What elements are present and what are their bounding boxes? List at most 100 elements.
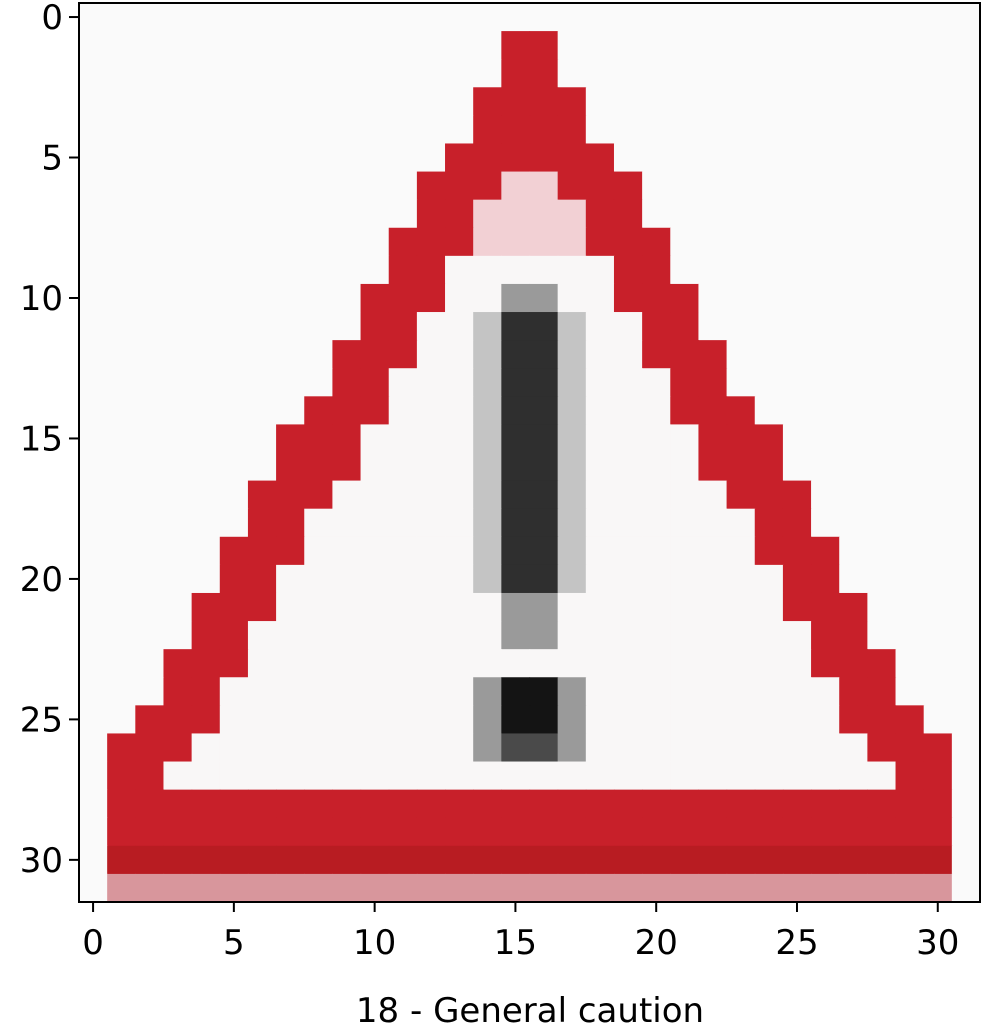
pixel — [388, 199, 418, 229]
pixel — [867, 873, 897, 903]
pixel — [445, 368, 474, 397]
pixel — [782, 368, 812, 397]
pixel — [754, 564, 784, 594]
pixel — [895, 873, 925, 903]
pixel — [642, 424, 671, 454]
pixel — [501, 677, 531, 706]
pixel — [445, 480, 474, 510]
pixel — [529, 817, 559, 847]
pixel — [163, 592, 193, 622]
pixel — [360, 564, 390, 594]
pixel — [135, 480, 165, 510]
plot-frame — [78, 2, 981, 903]
pixel — [923, 621, 953, 650]
pixel — [642, 340, 671, 369]
pixel — [557, 115, 587, 145]
pixel — [754, 677, 784, 706]
pixel — [304, 733, 334, 763]
pixel — [276, 31, 305, 60]
pixel — [191, 536, 221, 566]
pixel — [839, 761, 868, 791]
pixel — [219, 424, 249, 454]
pixel — [247, 59, 277, 88]
pixel — [642, 536, 671, 566]
pixel — [163, 508, 193, 538]
pixel — [304, 199, 334, 229]
pixel — [670, 283, 700, 313]
pixel — [360, 59, 390, 88]
pixel — [529, 255, 559, 285]
pixel — [332, 508, 362, 538]
pixel — [416, 171, 446, 201]
pixel — [360, 761, 390, 791]
pixel — [923, 340, 953, 369]
pixel — [135, 705, 165, 735]
pixel — [839, 283, 868, 313]
pixel — [529, 396, 559, 425]
pixel — [416, 536, 446, 566]
pixel — [923, 677, 953, 706]
pixel — [332, 873, 362, 903]
pixel — [388, 733, 418, 763]
pixel — [304, 368, 334, 397]
pixel — [416, 199, 446, 229]
pixel — [585, 143, 615, 173]
pixel — [473, 31, 502, 60]
pixel — [951, 621, 981, 650]
pixel — [613, 845, 643, 875]
pixel — [107, 480, 136, 510]
pixel — [501, 845, 531, 875]
pixel — [276, 649, 305, 678]
pixel — [79, 564, 108, 594]
pixel — [782, 817, 812, 847]
pixel — [613, 283, 643, 313]
pixel — [895, 536, 925, 566]
pixel — [163, 87, 193, 116]
pixel — [585, 171, 615, 201]
pixel — [867, 368, 897, 397]
pixel — [445, 227, 474, 257]
pixel — [895, 171, 925, 201]
pixel — [332, 621, 362, 650]
pixel — [782, 424, 812, 454]
pixel — [726, 649, 756, 678]
pixel — [923, 227, 953, 257]
pixel — [360, 312, 390, 341]
pixel — [642, 845, 671, 875]
pixel — [670, 705, 700, 735]
pixel — [107, 677, 136, 706]
pixel — [445, 255, 474, 285]
pixel — [642, 3, 671, 32]
pixel — [388, 59, 418, 88]
pixel — [219, 761, 249, 791]
pixel — [107, 761, 136, 791]
pixel — [360, 677, 390, 706]
pixel — [501, 312, 531, 341]
pixel — [247, 677, 277, 706]
pixel — [163, 789, 193, 819]
pixel — [191, 31, 221, 60]
pixel — [557, 59, 587, 88]
pixel — [811, 621, 840, 650]
pixel — [867, 845, 897, 875]
pixel — [923, 143, 953, 173]
pixel — [811, 789, 840, 819]
pixel — [670, 761, 700, 791]
pixel — [360, 283, 390, 313]
pixel — [388, 312, 418, 341]
pixel — [388, 508, 418, 538]
pixel — [867, 31, 897, 60]
pixel — [839, 677, 868, 706]
pixel — [163, 845, 193, 875]
pixel — [163, 312, 193, 341]
pixel — [867, 312, 897, 341]
pixel — [613, 761, 643, 791]
pixel — [895, 255, 925, 285]
pixel — [219, 845, 249, 875]
pixel — [107, 396, 136, 425]
pixel — [135, 873, 165, 903]
pixel — [585, 115, 615, 145]
pixel — [416, 508, 446, 538]
pixel — [670, 143, 700, 173]
pixel — [276, 564, 305, 594]
